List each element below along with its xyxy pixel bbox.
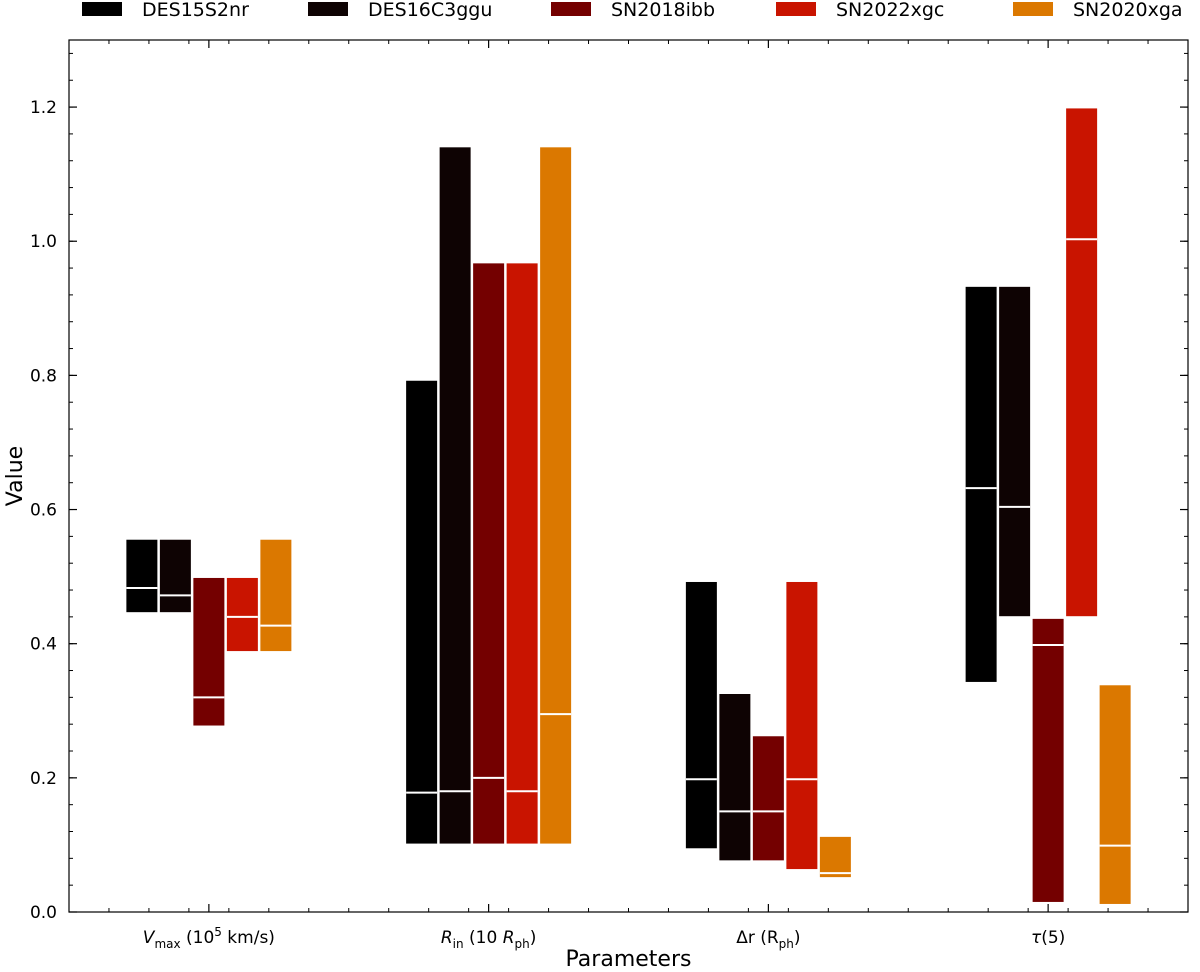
- y-tick-label: 0.4: [30, 635, 57, 655]
- bar-SN2022xgc-2: [786, 582, 817, 869]
- bar-SN2018ibb-0: [193, 578, 224, 726]
- legend: DES15S2nr DES16C3ggu SN2018ibb SN2022xgc SN2…: [82, 0, 1183, 21]
- y-tick-label: 0.0: [30, 903, 57, 923]
- x-tick-label: Δr (Rph): [736, 928, 800, 951]
- bar-SN2018ibb-1: [473, 263, 504, 843]
- y-tick-label: 0.6: [30, 501, 57, 521]
- bar-DES16C3ggu-1: [440, 147, 471, 843]
- bar-SN2018ibb-3: [1033, 619, 1064, 902]
- legend-label-SN2018ibb: SN2018ibb: [611, 0, 715, 21]
- bar-DES16C3ggu-2: [719, 694, 750, 860]
- y-tick-label: 0.8: [30, 366, 57, 386]
- bar-DES15S2nr-0: [126, 540, 157, 612]
- x-tick-label: Rin (10 Rph): [441, 928, 537, 951]
- legend-label-DES15S2nr: DES15S2nr: [142, 0, 249, 21]
- bar-SN2020xga-1: [540, 147, 571, 843]
- bar-SN2022xgc-0: [227, 578, 258, 651]
- bar-DES16C3ggu-0: [160, 540, 191, 612]
- y-tick-labels: 0.0 0.2 0.4 0.6 0.8 1.0 1.2: [30, 98, 57, 923]
- y-tick-label: 1.2: [30, 98, 57, 118]
- x-axis-title: Parameters: [566, 947, 692, 972]
- legend-swatch-SN2022xgc: [776, 2, 816, 16]
- legend-swatch-SN2020xga: [1013, 2, 1053, 16]
- legend-swatch-SN2018ibb: [551, 2, 591, 16]
- bars-layer: [126, 108, 1130, 904]
- legend-label-SN2022xgc: SN2022xgc: [836, 0, 944, 21]
- x-tick-label: Vmax (105 km/s): [143, 925, 275, 951]
- bar-DES15S2nr-1: [406, 381, 437, 844]
- bar-SN2022xgc-1: [507, 263, 538, 843]
- y-tick-label: 1.0: [30, 232, 57, 252]
- bar-DES16C3ggu-3: [999, 287, 1030, 616]
- y-axis-title: Value: [3, 446, 28, 506]
- bar-SN2020xga-2: [820, 837, 851, 877]
- legend-label-SN2020xga: SN2020xga: [1073, 0, 1183, 21]
- bar-SN2020xga-3: [1100, 685, 1131, 904]
- bar-DES15S2nr-2: [686, 582, 717, 848]
- legend-swatch-DES16C3ggu: [308, 2, 348, 16]
- bar-SN2020xga-0: [260, 540, 291, 651]
- legend-swatch-DES15S2nr: [82, 2, 122, 16]
- bar-SN2018ibb-2: [753, 736, 784, 860]
- legend-label-DES16C3ggu: DES16C3ggu: [368, 0, 492, 21]
- bar-DES15S2nr-3: [966, 287, 997, 682]
- y-tick-label: 0.2: [30, 769, 57, 789]
- x-tick-label: τ(5): [1031, 928, 1065, 948]
- chart: 0.0 0.2 0.4 0.6 0.8 1.0 1.2 Vmax (105 km/s) Rin…: [0, 0, 1200, 972]
- bar-SN2022xgc-3: [1066, 108, 1097, 616]
